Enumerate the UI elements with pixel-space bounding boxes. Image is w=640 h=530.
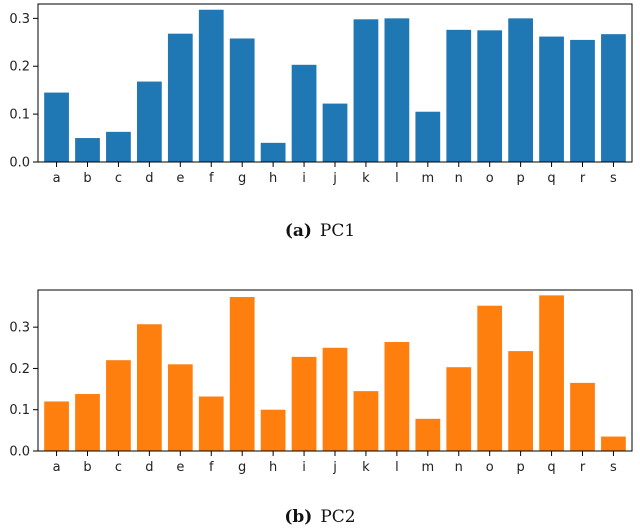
caption-pc1: (a) PC1 bbox=[285, 221, 355, 241]
caption-letter-pc2: (b) bbox=[284, 507, 312, 527]
plot-area-pc1: 0.0 0.1 0.2 0.3 a b c d e f g h i j k l m n o p q r s bbox=[9, 3, 633, 186]
xtick-label-pc2: r bbox=[580, 460, 586, 475]
bar-pc2-s bbox=[601, 436, 626, 451]
bar-pc2-b bbox=[75, 394, 100, 451]
ytick-label-pc2: 0.3 bbox=[9, 321, 30, 336]
bar-pc1-c bbox=[106, 131, 131, 162]
xtick-label-pc2: i bbox=[302, 460, 306, 475]
xtick-label-pc1: r bbox=[580, 171, 586, 186]
xtick-label-pc1: o bbox=[486, 171, 494, 186]
bar-pc1-f bbox=[198, 9, 224, 162]
bar-pc1-a bbox=[44, 92, 69, 162]
xtick-label-pc2: s bbox=[610, 460, 617, 475]
xtick-label-pc1: l bbox=[395, 171, 399, 186]
ytick-label-pc2: 0.1 bbox=[9, 403, 30, 418]
bar-pc1-k bbox=[353, 19, 379, 162]
xtick-label-pc2: o bbox=[486, 460, 494, 475]
ytick-label-pc1: 0.2 bbox=[9, 60, 30, 75]
bar-pc2-h bbox=[260, 409, 286, 451]
caption-text-pc2: PC2 bbox=[320, 507, 355, 527]
xtick-label-pc1: b bbox=[83, 171, 91, 186]
ytick-label-pc2: 0.0 bbox=[9, 445, 30, 460]
caption-pc2: (b) PC2 bbox=[284, 507, 355, 527]
chart-panel-pc2: 0.0 0.1 0.2 0.3 a b c d e f g h i j k l m n o p q r s (b) PC2 bbox=[9, 289, 633, 527]
xtick-label-pc2: j bbox=[332, 460, 337, 475]
xtick-label-pc2: f bbox=[209, 460, 214, 475]
bar-pc1-e bbox=[167, 33, 193, 163]
xtick-label-pc1: j bbox=[332, 171, 337, 186]
bar-pc1-h bbox=[260, 142, 286, 162]
bar-pc2-i bbox=[291, 356, 317, 451]
ytick-label-pc1: 0.0 bbox=[9, 156, 30, 171]
bar-pc2-m bbox=[415, 418, 441, 451]
xtick-label-pc1: h bbox=[269, 171, 277, 186]
bar-pc1-j bbox=[322, 103, 348, 162]
xtick-label-pc2: m bbox=[421, 460, 434, 475]
bar-pc2-g bbox=[229, 297, 255, 451]
bar-pc1-q bbox=[539, 36, 564, 163]
xtick-label-pc1: i bbox=[302, 171, 306, 186]
bar-pc1-b bbox=[75, 138, 100, 162]
xtick-label-pc2: k bbox=[362, 460, 370, 475]
plot-area-pc2: 0.0 0.1 0.2 0.3 a b c d e f g h i j k l m n o p q r s bbox=[9, 289, 633, 475]
xtick-label-pc1: c bbox=[115, 171, 122, 186]
bar-pc1-g bbox=[229, 38, 255, 162]
ytick-label-pc2: 0.2 bbox=[9, 362, 30, 377]
bar-pc2-a bbox=[44, 401, 69, 451]
xtick-label-pc1: n bbox=[455, 171, 463, 186]
xtick-label-pc2: l bbox=[395, 460, 399, 475]
bar-pc2-l bbox=[384, 342, 410, 451]
xtick-label-pc2: h bbox=[269, 460, 277, 475]
bar-pc2-f bbox=[198, 396, 224, 451]
xtick-label-pc2: n bbox=[455, 460, 463, 475]
bar-pc2-k bbox=[353, 391, 379, 451]
xtick-label-pc2: b bbox=[83, 460, 91, 475]
bar-pc2-j bbox=[322, 347, 348, 451]
xtick-label-pc2: g bbox=[238, 460, 246, 475]
chart-panel-pc1: 0.0 0.1 0.2 0.3 a b c d e f g h i j k l m n o p q r s (a) PC1 bbox=[9, 3, 633, 241]
xtick-label-pc2: a bbox=[53, 460, 61, 475]
xtick-label-pc1: m bbox=[421, 171, 434, 186]
bar-pc1-o bbox=[477, 30, 503, 162]
bar-pc2-o bbox=[477, 305, 503, 451]
bar-pc1-s bbox=[601, 34, 626, 162]
xtick-label-pc1: k bbox=[362, 171, 370, 186]
bar-pc2-q bbox=[539, 295, 564, 451]
xtick-label-pc2: e bbox=[176, 460, 184, 475]
xtick-label-pc1: a bbox=[53, 171, 61, 186]
bar-pc1-r bbox=[570, 39, 595, 162]
xtick-label-pc1: g bbox=[238, 171, 246, 186]
xtick-label-pc2: c bbox=[115, 460, 122, 475]
xtick-label-pc1: d bbox=[145, 171, 153, 186]
caption-letter-pc1: (a) bbox=[285, 221, 312, 241]
bar-pc2-c bbox=[106, 360, 131, 451]
bar-pc1-n bbox=[446, 29, 472, 162]
bar-pc1-l bbox=[384, 18, 410, 162]
bar-pc2-n bbox=[446, 367, 472, 451]
bar-pc1-i bbox=[291, 64, 317, 162]
xtick-label-pc2: d bbox=[145, 460, 153, 475]
xtick-label-pc2: p bbox=[516, 460, 524, 475]
bar-pc2-p bbox=[508, 351, 533, 451]
ytick-label-pc1: 0.3 bbox=[9, 12, 30, 27]
ytick-label-pc1: 0.1 bbox=[9, 108, 30, 123]
xtick-label-pc1: s bbox=[610, 171, 617, 186]
xtick-label-pc2: q bbox=[547, 460, 555, 475]
xtick-label-pc1: q bbox=[547, 171, 555, 186]
bar-pc1-d bbox=[137, 81, 162, 162]
xtick-label-pc1: p bbox=[516, 171, 524, 186]
bar-pc2-e bbox=[167, 364, 193, 451]
xtick-label-pc1: e bbox=[176, 171, 184, 186]
bar-pc1-m bbox=[415, 111, 441, 162]
bar-pc1-p bbox=[508, 18, 533, 162]
xtick-label-pc1: f bbox=[209, 171, 214, 186]
caption-text-pc1: PC1 bbox=[320, 221, 355, 241]
bar-pc2-r bbox=[570, 382, 595, 451]
bar-pc2-d bbox=[137, 324, 162, 451]
